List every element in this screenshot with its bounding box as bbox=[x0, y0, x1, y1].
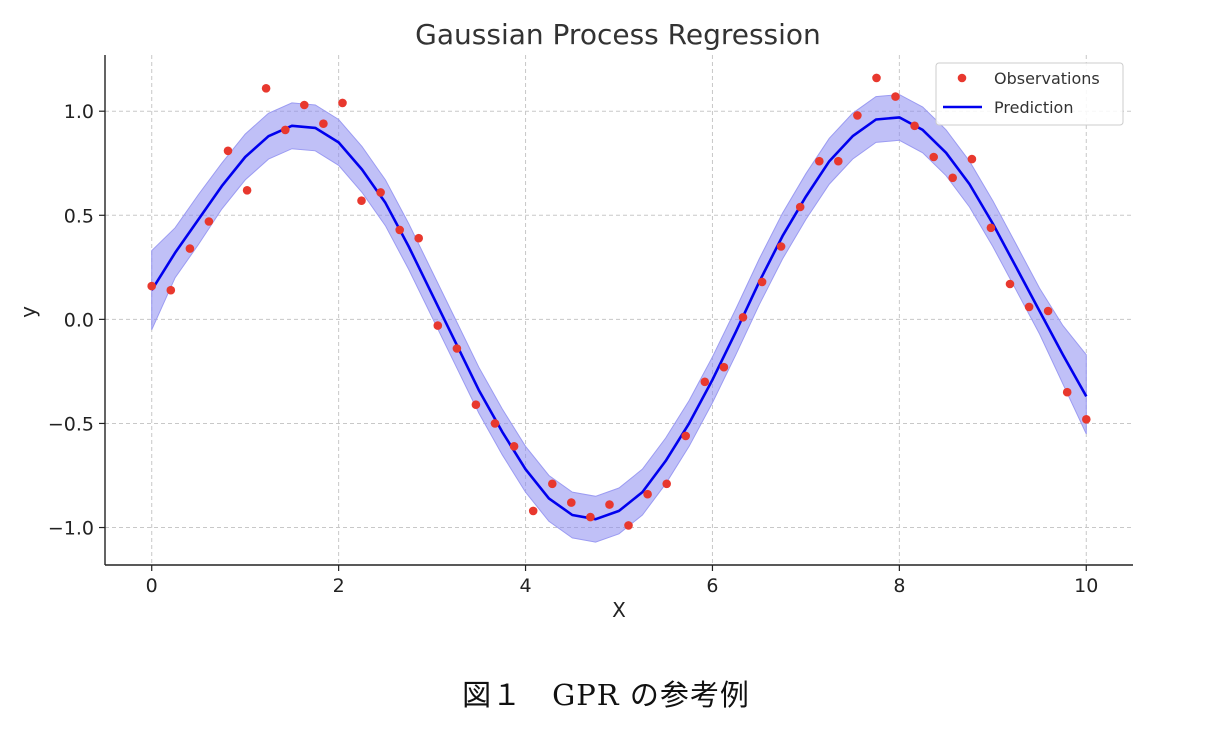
observation-point bbox=[376, 188, 385, 197]
observation-point bbox=[433, 321, 443, 330]
observation-point bbox=[795, 202, 805, 212]
observation-point bbox=[643, 489, 652, 499]
observation-point bbox=[509, 442, 519, 451]
figure-caption: 図１ GPR の参考例 bbox=[462, 678, 750, 712]
observation-point bbox=[395, 225, 405, 235]
observation-point bbox=[223, 146, 233, 156]
legend-marker-observations bbox=[957, 73, 967, 83]
observation-point bbox=[319, 119, 328, 128]
legend-label-observations: Observations bbox=[994, 69, 1100, 88]
legend-box bbox=[935, 62, 1124, 126]
observation-point bbox=[548, 479, 557, 489]
observation-point bbox=[986, 223, 996, 233]
observation-point bbox=[681, 431, 690, 441]
observation-point bbox=[1005, 279, 1015, 289]
y-tick-label: 0.5 bbox=[64, 205, 94, 227]
legend-label-prediction: Prediction bbox=[994, 98, 1073, 117]
observation-points bbox=[147, 73, 1091, 530]
observation-point bbox=[338, 98, 347, 108]
prediction-line bbox=[150, 116, 1088, 521]
observation-point bbox=[147, 281, 156, 291]
y-tick-label: −0.5 bbox=[48, 413, 94, 435]
observation-point bbox=[815, 156, 824, 166]
observation-point bbox=[662, 479, 671, 489]
observation-point bbox=[300, 100, 309, 110]
observation-point bbox=[471, 400, 481, 410]
observation-point bbox=[357, 196, 366, 205]
observation-point bbox=[834, 156, 843, 166]
observation-point bbox=[528, 506, 538, 516]
observation-point bbox=[452, 344, 462, 353]
observation-point bbox=[1043, 306, 1053, 316]
y-tick-label: 1.0 bbox=[64, 101, 94, 123]
observation-point bbox=[624, 521, 633, 530]
observation-point bbox=[967, 154, 977, 164]
observation-point bbox=[776, 242, 786, 251]
observation-point bbox=[204, 217, 214, 226]
x-tick-label: 0 bbox=[146, 575, 158, 597]
legend: Observations Prediction bbox=[935, 62, 1124, 126]
confidence-band-area bbox=[151, 94, 1087, 543]
observation-point bbox=[414, 233, 424, 243]
x-tick-label: 10 bbox=[1074, 575, 1098, 597]
observation-point bbox=[948, 173, 957, 183]
observation-point bbox=[738, 313, 748, 322]
observation-point bbox=[929, 152, 938, 162]
y-axis-label: y bbox=[16, 306, 40, 318]
observation-point bbox=[719, 362, 729, 372]
observation-point bbox=[853, 111, 862, 120]
observation-point bbox=[242, 186, 252, 195]
x-tick-label: 6 bbox=[706, 575, 718, 597]
observation-point bbox=[605, 500, 614, 509]
x-tick-label: 8 bbox=[893, 575, 905, 597]
observation-point bbox=[1062, 387, 1072, 397]
y-tick-label: −1.0 bbox=[48, 518, 94, 540]
x-axis-label: X bbox=[612, 598, 626, 622]
observation-point bbox=[872, 73, 881, 83]
observation-point bbox=[261, 84, 271, 93]
observation-point bbox=[891, 92, 900, 101]
observation-point bbox=[166, 285, 176, 295]
axes bbox=[99, 55, 1133, 571]
observation-point bbox=[567, 498, 576, 507]
observation-point bbox=[910, 121, 919, 131]
x-tick-label: 2 bbox=[333, 575, 345, 597]
observation-point bbox=[490, 419, 500, 428]
observation-point bbox=[757, 277, 767, 287]
confidence-band bbox=[151, 94, 1087, 543]
y-tick-label: 0.0 bbox=[64, 309, 94, 331]
prediction-line-layer bbox=[150, 116, 1088, 521]
observation-point bbox=[281, 125, 290, 135]
chart-title: Gaussian Process Regression bbox=[415, 18, 821, 51]
observation-point bbox=[1082, 415, 1091, 424]
observation-point bbox=[700, 377, 710, 387]
x-tick-label: 4 bbox=[519, 575, 531, 597]
observation-point bbox=[185, 244, 195, 253]
observation-point bbox=[586, 512, 595, 522]
tick-labels: 0 2 4 6 8 10 −1.0 −0.5 0.0 0.5 1.0 bbox=[48, 101, 1099, 597]
observation-point bbox=[1024, 302, 1034, 312]
